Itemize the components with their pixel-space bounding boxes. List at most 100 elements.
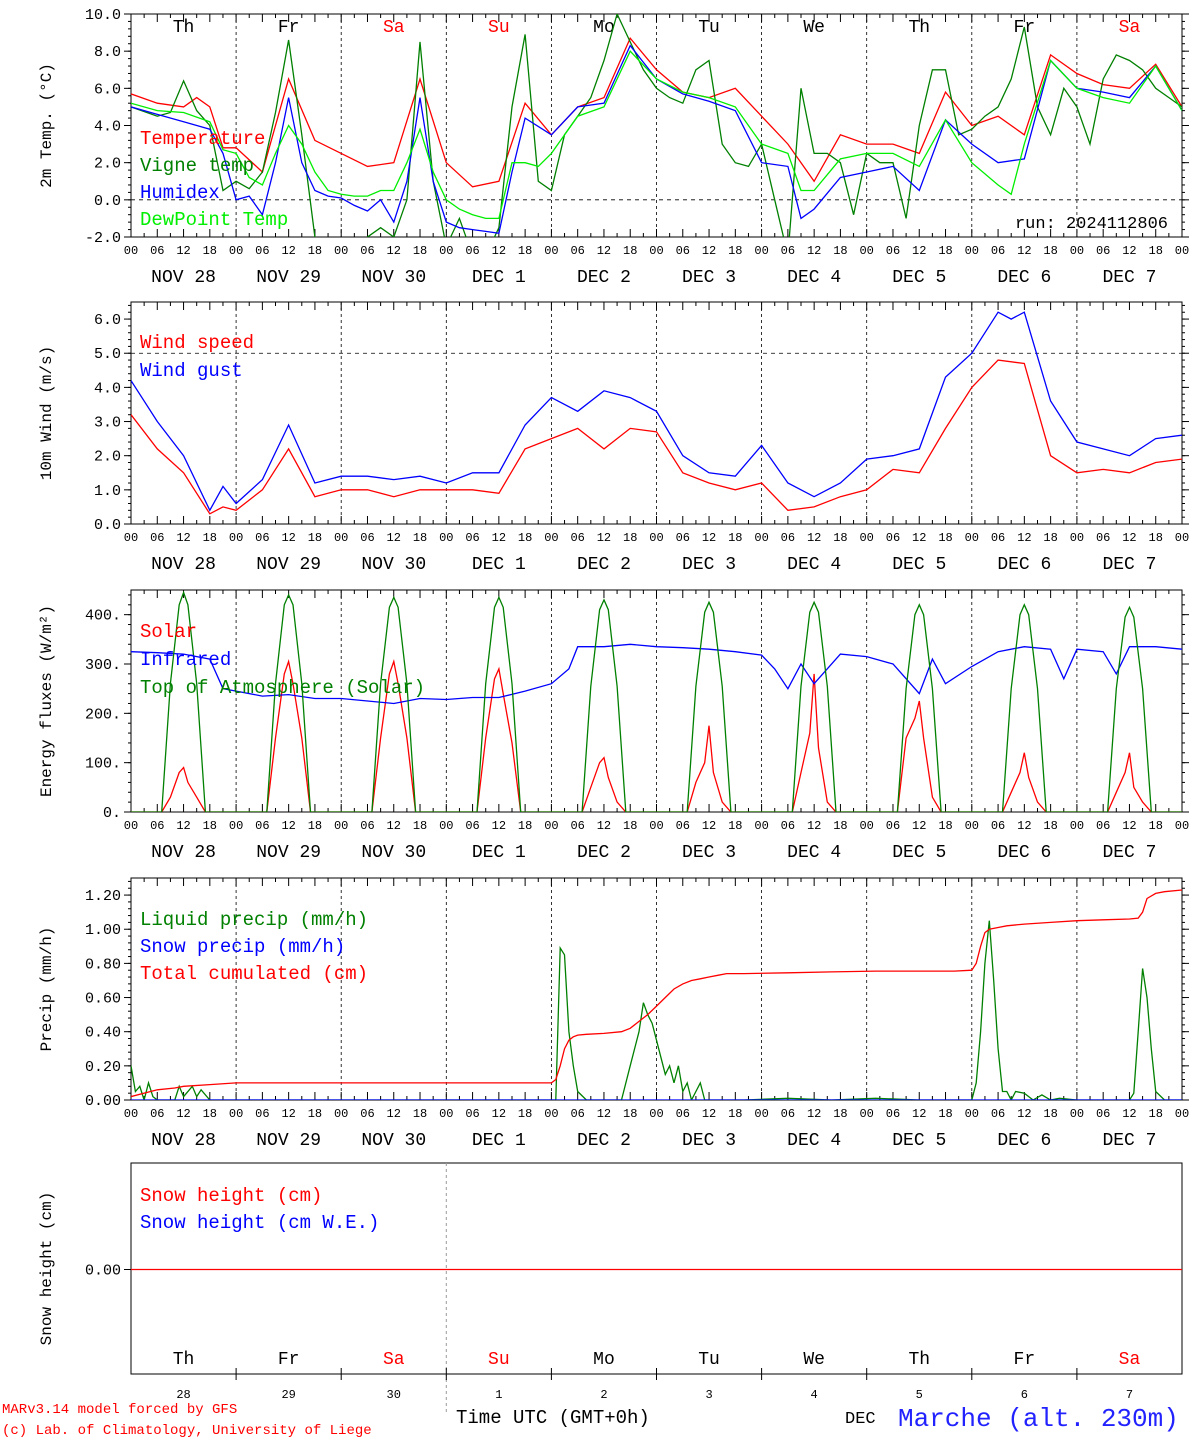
hour-tick-label: 18 <box>938 531 952 545</box>
hour-tick-label: 18 <box>518 819 532 833</box>
hour-tick-label: 00 <box>649 244 663 258</box>
hour-tick-label: 18 <box>938 1107 952 1121</box>
hour-tick-label: 00 <box>965 531 979 545</box>
legend-entry: Wind speed <box>140 332 254 354</box>
hour-tick-label: 12 <box>702 531 716 545</box>
hour-tick-label: 18 <box>938 244 952 258</box>
hour-tick-label: 18 <box>1149 531 1163 545</box>
weekday-label: Tu <box>698 1350 720 1370</box>
lab-credit: (c) Lab. of Climatology, University of L… <box>2 1423 372 1439</box>
series-line-wind-speed <box>131 359 1182 515</box>
hour-tick-label: 00 <box>1070 1107 1084 1121</box>
date-label: DEC 5 <box>892 1131 946 1151</box>
hour-tick-label: 00 <box>754 531 768 545</box>
hour-tick-label: 06 <box>570 531 584 545</box>
hour-tick-label: 18 <box>518 531 532 545</box>
date-label: DEC 6 <box>997 843 1051 863</box>
hour-tick-label: 12 <box>1017 531 1031 545</box>
legend-entry: Temperature <box>140 128 265 150</box>
hour-tick-label: 12 <box>1122 819 1136 833</box>
run-annotation: run: 2024112806 <box>1015 215 1168 234</box>
y-tick-label: -2.0 <box>85 230 121 247</box>
hour-tick-label: 12 <box>1122 1107 1136 1121</box>
weekday-label: Th <box>173 1350 195 1370</box>
weekday-label: Tu <box>698 18 720 38</box>
hour-tick-label: 06 <box>570 819 584 833</box>
weekday-label: We <box>803 18 825 38</box>
date-label: DEC 2 <box>577 555 631 575</box>
y-tick-label: 2.0 <box>94 156 121 173</box>
weekday-label: Sa <box>1119 1350 1141 1370</box>
hour-tick-label: 18 <box>413 819 427 833</box>
hour-tick-label: 18 <box>308 1107 322 1121</box>
hour-tick-label: 18 <box>203 531 217 545</box>
hour-tick-label: 18 <box>1149 819 1163 833</box>
hour-tick-label: 00 <box>859 819 873 833</box>
hour-tick-label: 18 <box>833 244 847 258</box>
weekday-label: Sa <box>1119 18 1141 38</box>
hour-tick-label: 00 <box>1175 1107 1189 1121</box>
y-tick-label: 0.80 <box>85 956 121 973</box>
hour-tick-label: 18 <box>1043 1107 1057 1121</box>
y-tick-label: 0.00 <box>85 1263 121 1280</box>
y-tick-label: 0.60 <box>85 991 121 1008</box>
hour-tick-label: 06 <box>360 819 374 833</box>
hour-tick-label: 18 <box>203 244 217 258</box>
hour-tick-label: 00 <box>229 1107 243 1121</box>
hour-tick-label: 12 <box>702 1107 716 1121</box>
legend-entry: Total cumulated (cm) <box>140 963 368 985</box>
hour-tick-label: 06 <box>991 819 1005 833</box>
hour-tick-label: 06 <box>676 819 690 833</box>
y-tick-label: 0.20 <box>85 1059 121 1076</box>
hour-tick-label: 00 <box>1070 819 1084 833</box>
month-label: DEC <box>845 1410 876 1429</box>
hour-tick-label: 18 <box>623 244 637 258</box>
hour-tick-label: 06 <box>1096 1107 1110 1121</box>
hour-tick-label: 12 <box>387 1107 401 1121</box>
hour-tick-label: 00 <box>859 244 873 258</box>
hour-tick-label: 00 <box>544 1107 558 1121</box>
y-tick-label: 0. <box>103 805 121 822</box>
hour-tick-label: 18 <box>1149 244 1163 258</box>
y-tick-label: 1.00 <box>85 922 121 939</box>
y-axis-label: Energy fluxes (W/m²) <box>38 605 56 797</box>
hour-tick-label: 00 <box>229 244 243 258</box>
y-tick-label: 0.00 <box>85 1093 121 1110</box>
day-number-label: 28 <box>176 1388 190 1402</box>
weekday-label: Fr <box>1014 1350 1036 1370</box>
day-number-label: 4 <box>811 1388 818 1402</box>
y-tick-label: 0.40 <box>85 1025 121 1042</box>
hour-tick-label: 12 <box>912 1107 926 1121</box>
date-label: DEC 2 <box>577 268 631 288</box>
y-tick-label: 2.0 <box>94 449 121 466</box>
y-tick-label: 6.0 <box>94 81 121 98</box>
hour-tick-label: 12 <box>176 819 190 833</box>
hour-tick-label: 18 <box>833 531 847 545</box>
weekday-label: Sa <box>383 18 405 38</box>
hour-tick-label: 06 <box>781 244 795 258</box>
hour-tick-label: 12 <box>912 531 926 545</box>
weekday-label: Fr <box>278 18 300 38</box>
date-label: NOV 29 <box>256 268 321 288</box>
date-label: DEC 1 <box>472 1131 526 1151</box>
hour-tick-label: 06 <box>1096 819 1110 833</box>
hour-tick-label: 06 <box>570 244 584 258</box>
hour-tick-label: 00 <box>439 531 453 545</box>
hour-tick-label: 18 <box>728 819 742 833</box>
hour-tick-label: 00 <box>649 819 663 833</box>
y-tick-label: 4.0 <box>94 380 121 397</box>
y-tick-label: 4.0 <box>94 119 121 136</box>
legend-entry: Liquid precip (mm/h) <box>140 909 368 931</box>
weekday-label: Sa <box>383 1350 405 1370</box>
date-label: NOV 30 <box>361 843 426 863</box>
hour-tick-label: 00 <box>334 244 348 258</box>
y-tick-label: 8.0 <box>94 44 121 61</box>
y-tick-label: 1.20 <box>85 888 121 905</box>
hour-tick-label: 00 <box>859 1107 873 1121</box>
hour-tick-label: 00 <box>544 531 558 545</box>
hour-tick-label: 18 <box>728 531 742 545</box>
hour-tick-label: 00 <box>649 1107 663 1121</box>
hour-tick-label: 12 <box>912 244 926 258</box>
hour-tick-label: 12 <box>387 819 401 833</box>
